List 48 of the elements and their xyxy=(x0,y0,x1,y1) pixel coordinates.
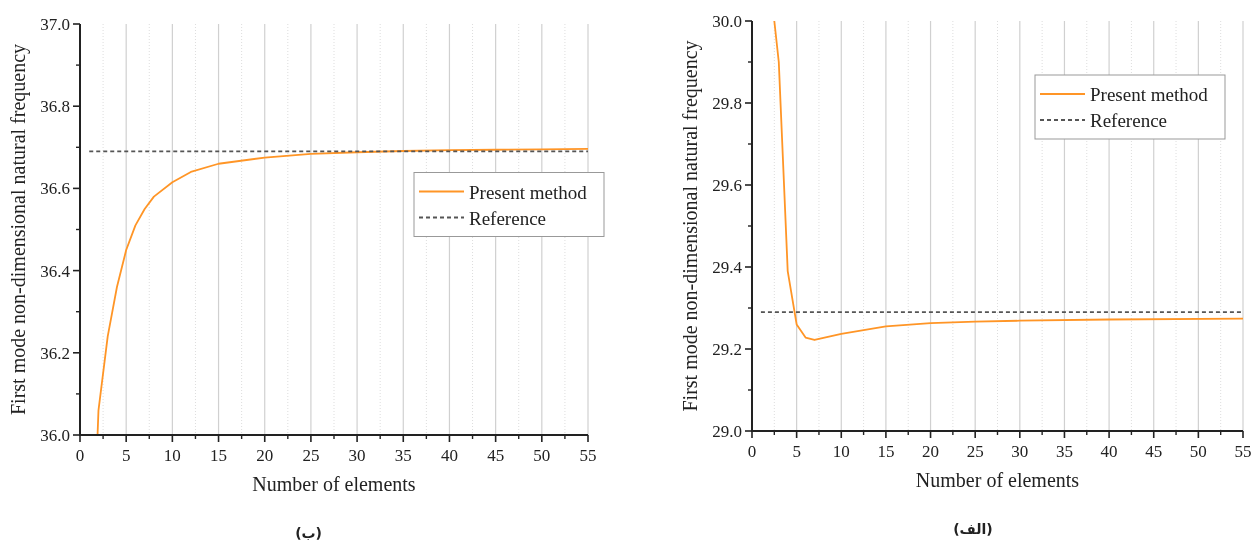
y-tick-label: 37.0 xyxy=(40,15,70,34)
x-tick-label: 50 xyxy=(533,446,551,465)
x-tick-label: 40 xyxy=(440,446,458,465)
x-tick-label: 40 xyxy=(1100,442,1118,461)
y-tick-label: 36.8 xyxy=(40,97,70,117)
x-tick-label: 45 xyxy=(1145,442,1163,461)
x-tick-label: 35 xyxy=(394,446,412,465)
y-tick-label: 36.4 xyxy=(40,261,71,281)
x-tick-label: 5 xyxy=(792,442,801,461)
legend-label: Present method xyxy=(469,181,588,203)
x-tick-label: 0 xyxy=(75,446,85,465)
x-tick-label: 35 xyxy=(1055,442,1073,461)
y-tick-label: 29.6 xyxy=(712,176,742,195)
x-tick-label: 25 xyxy=(302,446,320,465)
y-tick-label: 30.0 xyxy=(712,12,742,31)
x-tick-label: 20 xyxy=(256,446,274,465)
x-tick-label: 45 xyxy=(487,446,505,465)
y-tick-label: 29.2 xyxy=(712,340,742,359)
legend-label: Reference xyxy=(1090,110,1167,131)
y-tick-label: 36.6 xyxy=(40,179,70,199)
x-tick-label: 55 xyxy=(579,446,597,465)
text: (ب) xyxy=(295,525,323,541)
y-tick-label: 36.2 xyxy=(40,343,70,363)
x-tick-label: 0 xyxy=(747,442,757,461)
x-tick-label: 5 xyxy=(121,446,131,465)
line-series xyxy=(96,148,589,436)
x-tick-label: 55 xyxy=(1234,442,1252,461)
x-tick-label: 15 xyxy=(210,446,228,465)
line-series xyxy=(773,20,1244,341)
x-tick-label: 25 xyxy=(966,442,984,461)
legend-label: Present method xyxy=(1090,84,1209,105)
x-tick-label: 10 xyxy=(832,442,850,461)
x-axis-title: Number of elements xyxy=(915,469,1080,491)
x-tick-label: 20 xyxy=(922,442,940,461)
y-tick-label: 29.0 xyxy=(712,422,742,441)
y-tick-label: 29.4 xyxy=(712,258,743,277)
y-axis-title: First mode non-dimensional natural frequency xyxy=(679,40,702,412)
x-tick-label: 50 xyxy=(1189,442,1207,461)
x-tick-label: 30 xyxy=(1011,442,1029,461)
x-tick-label: 15 xyxy=(877,442,895,461)
y-tick-label: 29.8 xyxy=(712,94,742,113)
y-axis-title: First mode non-dimensional natural frequency xyxy=(7,43,30,416)
y-tick-label: 36.0 xyxy=(40,426,70,445)
x-axis-title: Number of elements xyxy=(252,473,416,495)
x-tick-label: 10 xyxy=(163,446,181,465)
text: (الف) xyxy=(953,521,993,537)
legend-label: Reference xyxy=(469,207,546,229)
x-tick-label: 30 xyxy=(348,446,366,465)
